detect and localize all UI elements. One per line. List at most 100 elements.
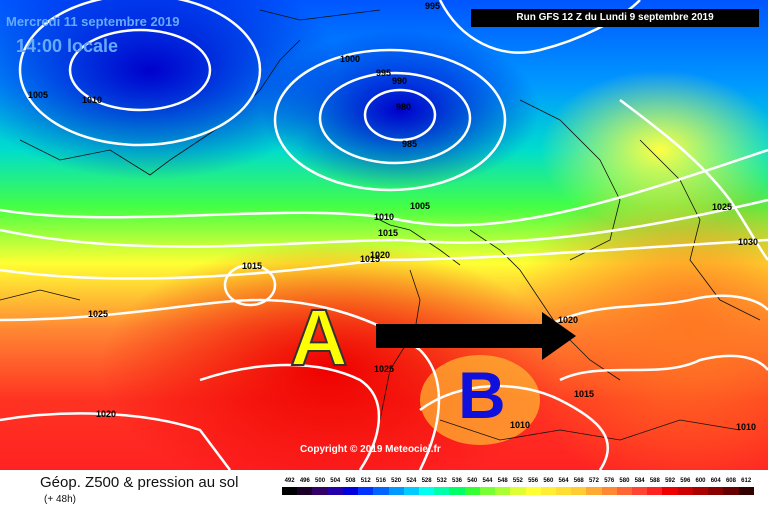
legend-tick-label: 580 [619,478,630,484]
isobar-label: 1020 [96,409,116,419]
legend-swatch: 500 [312,478,328,495]
forecast-date: Mercredi 11 septembre 2019 [6,14,180,29]
legend-swatch: 580 [616,478,633,495]
isobar-labels: 995 1000 1010 995 990 980 985 1005 1010 … [28,1,758,432]
isobar-label: 980 [396,102,411,112]
legend-tick-label: 592 [665,478,676,484]
legend-tick-label: 532 [436,478,447,484]
isobar-label: 1000 [340,54,360,64]
warm-east [510,160,768,470]
map-fields: 995 1000 1010 995 990 980 985 1005 1010 … [0,0,768,470]
isobar-label: 1020 [370,250,390,260]
arrow-right-icon [376,312,576,360]
isobar-label: 1010 [374,212,394,222]
isobar-label: 1010 [510,420,530,430]
isobar-label: 1005 [410,201,430,211]
legend-tick-label: 540 [467,478,478,484]
legend-swatch: 592 [662,478,678,495]
legend-swatch: 544 [479,478,496,495]
trough-b [420,355,540,445]
annotation-b: B [458,358,506,432]
legend-tick-label: 492 [284,478,295,484]
legend-tick-label: 564 [558,478,569,484]
legend-tick-label: 520 [391,478,402,484]
isobar-label: 1030 [738,237,758,247]
isobar-label: 1015 [242,261,262,271]
map-title: Géop. Z500 & pression au sol [40,474,239,491]
legend-tick-label: 596 [680,478,691,484]
forecast-time: 14:00 locale [16,36,119,56]
isobar-label: 1025 [88,309,108,319]
legend-swatch: 588 [647,478,663,495]
legend-swatch: 512 [358,478,374,495]
legend-tick-label: 560 [543,478,554,484]
legend-swatch: 532 [434,478,450,495]
isobars [0,0,768,470]
copyright-text: Copyright © 2019 Meteociel.fr [300,444,441,455]
isobar-label: 995 [376,68,391,78]
legend-swatch: 608 [723,478,739,495]
legend-swatch: 568 [571,478,587,495]
isobar-label: 990 [392,76,407,86]
legend-swatch: 524 [403,478,419,495]
legend-swatch: 528 [418,478,435,495]
map-subtitle: (+ 48h) [44,494,76,505]
legend-tick-label: 500 [315,478,326,484]
legend-tick-label: 572 [588,478,599,484]
legend-tick-label: 556 [528,478,539,484]
legend-swatch: 572 [586,478,602,495]
legend-swatch: 556 [525,478,541,495]
legend-tick-label: 548 [497,478,508,484]
legend-tick-label: 612 [741,478,752,484]
isobar-label: 1020 [558,315,578,325]
legend-tick-label: 536 [452,478,463,484]
isobar-label: 1015 [574,389,594,399]
legend-tick-label: 552 [512,478,523,484]
isobar-label: 1025 [374,364,394,374]
isobar-label: 995 [425,1,440,11]
legend-swatch: 612 [738,478,754,495]
legend-swatch: 492 [282,478,298,495]
annotation-a: A [289,293,349,382]
legend-tick-label: 588 [649,478,660,484]
legend-swatch: 584 [632,478,648,495]
legend-swatch: 576 [601,478,617,495]
legend-swatch: 604 [708,478,724,495]
legend-tick-label: 584 [634,478,645,484]
legend-swatch: 548 [495,478,511,495]
legend-tick-label: 604 [710,478,721,484]
legend-tick-label: 608 [725,478,736,484]
legend-tick-label: 516 [375,478,386,484]
legend-tick-label: 528 [421,478,432,484]
legend-swatch: 560 [540,478,556,495]
legend-swatch: 536 [449,478,465,495]
legend-swatch: 564 [555,478,572,495]
isobar-label: 1010 [736,422,756,432]
legend-swatch: 552 [510,478,526,495]
run-info: Run GFS 12 Z du Lundi 9 septembre 2019 [471,9,759,27]
legend-tick-label: 544 [482,478,493,484]
isobar-label: 1005 [28,90,48,100]
legend-tick-label: 512 [360,478,371,484]
legend-swatch: 508 [342,478,359,495]
legend-tick-label: 576 [604,478,615,484]
color-legend: 492 496 500 504 508 512 516 520 524 528 532 536 540 5… [282,478,754,495]
isobar-label: 1010 [82,95,102,105]
legend-swatch: 540 [464,478,480,495]
isobar-label: 1015 [378,228,398,238]
legend-tick-label: 508 [345,478,356,484]
isobar-label: 1015 [360,254,380,264]
legend-swatch: 496 [297,478,313,495]
legend-tick-label: 568 [573,478,584,484]
legend-swatch: 504 [327,478,343,495]
isobar-label: 985 [402,139,417,149]
legend-tick-label: 504 [330,478,341,484]
legend-swatch: 600 [692,478,709,495]
legend-swatch: 520 [388,478,404,495]
warm-north [540,70,768,230]
legend-tick-label: 496 [299,478,310,484]
weather-map: 995 1000 1010 995 990 980 985 1005 1010 … [0,0,768,470]
legend-swatch: 516 [373,478,389,495]
legend-tick-label: 600 [695,478,706,484]
